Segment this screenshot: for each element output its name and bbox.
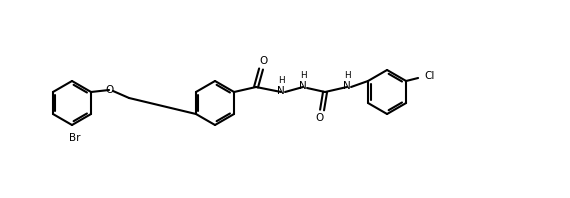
Text: Cl: Cl <box>424 71 434 81</box>
Text: O: O <box>105 85 113 95</box>
Text: N: N <box>299 81 307 91</box>
Text: O: O <box>315 113 323 123</box>
Text: N: N <box>343 81 351 91</box>
Text: H: H <box>300 71 306 80</box>
Text: O: O <box>259 56 267 66</box>
Text: H: H <box>344 71 351 80</box>
Text: N: N <box>277 86 285 96</box>
Text: H: H <box>278 76 284 85</box>
Text: Br: Br <box>69 133 81 143</box>
